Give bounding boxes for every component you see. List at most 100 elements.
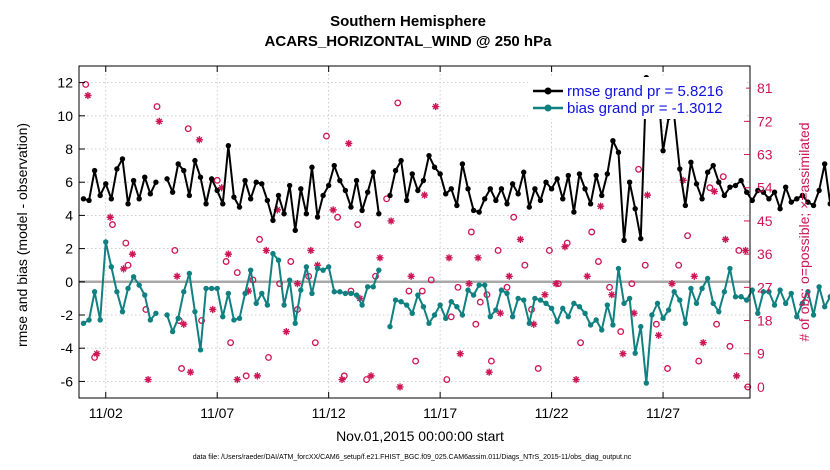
y2-tick-label: 54 (757, 180, 773, 196)
obs-assimilated-marker (733, 372, 741, 380)
bias-point (537, 297, 544, 303)
y-tick-label: -4 (61, 340, 74, 356)
rmse-point (264, 197, 271, 204)
legend-bias-marker (544, 104, 552, 112)
obs-assimilated-marker (572, 375, 580, 384)
rmse-point (270, 217, 276, 224)
rmse-point (387, 192, 393, 199)
y2-tick-label: 63 (757, 147, 773, 163)
rmse-point (548, 186, 555, 192)
bias-point (454, 304, 460, 310)
x-tick-label: 11/07 (200, 405, 234, 421)
bias-point (459, 312, 466, 318)
bias-point (147, 317, 154, 323)
rmse-point (493, 197, 499, 204)
rmse-point (504, 201, 510, 207)
x-axis-label: Nov.01,2015 00:00:00 start (336, 428, 504, 444)
bias-point (827, 294, 830, 300)
bias-point (716, 308, 722, 315)
obs-possible-marker (322, 132, 330, 140)
obs-assimilated-marker (710, 187, 718, 196)
bias-point (186, 270, 193, 277)
bias-point (548, 305, 555, 312)
bias-point (125, 285, 131, 292)
bias-series (80, 239, 830, 386)
rmse-point (348, 204, 354, 210)
rmse-point (231, 194, 237, 200)
bias-point (292, 320, 298, 326)
rmse-point (286, 182, 293, 189)
rmse-point (337, 177, 343, 184)
obs-possible-marker (735, 246, 743, 254)
bias-point (654, 300, 661, 307)
obs-possible-marker (713, 320, 721, 328)
bias-point (353, 292, 360, 298)
obs-assimilated-marker (244, 287, 253, 295)
bias-point (275, 257, 282, 263)
obs-possible-marker (545, 246, 553, 254)
bias-point (727, 265, 733, 272)
rmse-point (403, 197, 410, 204)
rmse-point (827, 201, 830, 207)
bias-point (526, 320, 533, 326)
bias-point (638, 323, 644, 330)
obs-possible-marker (684, 232, 692, 240)
bias-point (749, 287, 755, 293)
bias-point (799, 300, 806, 307)
obs-count-markers (82, 80, 752, 391)
data-file-footer: data file: /Users/raeder/DAI/ATM_forcXX/… (193, 454, 632, 461)
y-tick-label: 8 (65, 141, 73, 157)
rmse-point (771, 189, 778, 195)
bias-point (437, 302, 443, 308)
bias-point (203, 285, 209, 292)
bias-point (515, 295, 521, 302)
obs-assimilated-marker (643, 191, 652, 199)
rmse-point (526, 204, 533, 210)
obs-possible-marker (664, 365, 671, 372)
bias-point (197, 347, 204, 353)
bias-point (119, 308, 126, 315)
rmse-point (582, 186, 588, 192)
x-tick-label: 11/17 (423, 405, 457, 421)
rmse-point (476, 209, 482, 215)
bias-point (755, 310, 761, 317)
y-tick-label: 4 (65, 207, 73, 223)
bias-point (253, 300, 259, 307)
bias-point (415, 292, 421, 298)
bias-point (565, 313, 572, 320)
obs-assimilated-marker (597, 202, 605, 210)
obs-assimilated-marker (307, 246, 315, 255)
obs-possible-marker (124, 261, 132, 269)
bias-point (359, 302, 365, 308)
rmse-point (181, 167, 187, 174)
bias-point (677, 297, 683, 303)
bias-point (571, 300, 577, 307)
rmse-point (565, 172, 572, 179)
bias-point (493, 307, 499, 313)
bias-point (370, 284, 376, 290)
obs-assimilated-marker (218, 184, 226, 192)
bias-point (693, 300, 700, 307)
rmse-point (443, 191, 449, 197)
obs-assimilated-marker (721, 235, 730, 243)
bias-point (80, 320, 87, 326)
rmse-line (166, 144, 380, 232)
bias-point (208, 285, 215, 292)
obs-possible-marker (487, 357, 495, 365)
bias-point (342, 290, 349, 297)
bias-point (331, 289, 337, 295)
bias-point (225, 290, 232, 297)
rmse-point (677, 166, 683, 172)
y2-tick-label: 72 (757, 113, 773, 129)
bias-point (626, 295, 633, 302)
obs-possible-marker (394, 99, 402, 107)
obs-assimilated-marker (420, 191, 429, 199)
rmse-point (615, 149, 622, 156)
bias-point (576, 304, 583, 310)
obs-assimilated-marker (496, 309, 504, 317)
bias-point (821, 304, 828, 310)
bias-point (760, 289, 767, 295)
rmse-point (487, 186, 493, 192)
bias-point (582, 310, 588, 317)
obs-possible-marker (588, 228, 596, 236)
